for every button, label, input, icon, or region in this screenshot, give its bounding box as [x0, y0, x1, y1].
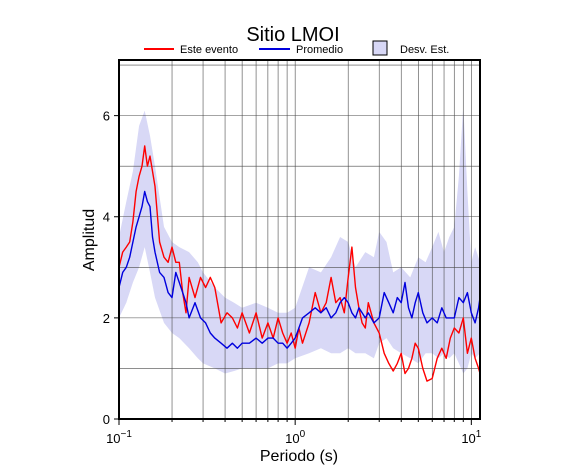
y-tick-label: 2	[103, 311, 110, 326]
x-tick-label: 10−1	[106, 429, 132, 446]
legend-label-este-evento: Este evento	[180, 44, 238, 56]
legend-label-desv-est: Desv. Est.	[400, 44, 449, 56]
plot-frame	[118, 59, 481, 420]
grid-layer	[119, 60, 480, 419]
series-layer	[118, 145, 481, 382]
y-tick-label: 0	[103, 412, 110, 427]
series-line-este-evento	[118, 145, 481, 382]
legend-swatch-desv-est	[372, 40, 388, 56]
x-axis-title: Periodo (s)	[260, 448, 338, 465]
tick-layer: 0 2 4 6 10−1 100 101	[103, 109, 482, 446]
x-tick-label: 100	[285, 429, 305, 446]
y-tick-label: 6	[103, 109, 110, 124]
legend: Este evento Promedio Desv. Est.	[144, 40, 449, 56]
y-tick-label: 4	[103, 210, 110, 225]
legend-label-promedio: Promedio	[296, 44, 343, 56]
x-tick-label: 101	[461, 429, 481, 446]
y-axis-title: Amplitud	[81, 209, 98, 271]
series-line-promedio	[118, 190, 481, 349]
chart-title: Sitio LMOI	[246, 24, 339, 46]
